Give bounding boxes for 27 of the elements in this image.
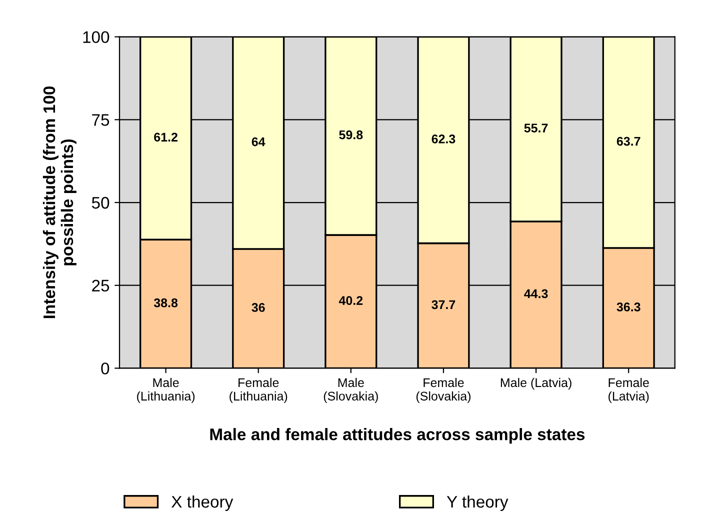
data-label: 37.7 — [432, 300, 456, 310]
legend-label: Y theory — [446, 495, 508, 511]
y-tick-label: 50 — [92, 196, 110, 209]
x-tick-label: Male (Slovakia) — [324, 378, 378, 404]
data-label: 38.8 — [154, 298, 178, 308]
data-label: 59.8 — [339, 130, 363, 140]
legend-label: X theory — [171, 495, 234, 511]
x-axis-title: Male and female attitudes across sample states — [210, 428, 585, 444]
data-label: 36.3 — [616, 302, 640, 312]
x-tick-label: Male (Latvia) — [500, 378, 572, 390]
data-label: 55.7 — [524, 124, 548, 132]
y-tick-label: 0 — [101, 362, 110, 374]
data-label: 44.3 — [524, 289, 548, 298]
x-tick-label: Male (Lithuania) — [137, 378, 195, 404]
y-tick-label: 25 — [92, 280, 110, 292]
y-tick-label: 75 — [92, 114, 110, 126]
data-label: 63.7 — [616, 136, 640, 146]
data-label: 61.2 — [154, 132, 178, 142]
x-tick-label: Female (Lithuania) — [230, 378, 288, 404]
x-tick-label: Female (Latvia) — [608, 378, 649, 404]
y-tick-label: 100 — [83, 31, 110, 44]
x-tick-label: Female (Slovakia) — [416, 378, 470, 404]
data-label: 64 — [252, 137, 266, 146]
y-axis-title: Intensity of attitude (from 100 possible points) — [42, 86, 76, 318]
data-label: 40.2 — [338, 296, 363, 305]
data-label: 62.3 — [432, 134, 456, 144]
data-label: 36 — [252, 303, 265, 312]
